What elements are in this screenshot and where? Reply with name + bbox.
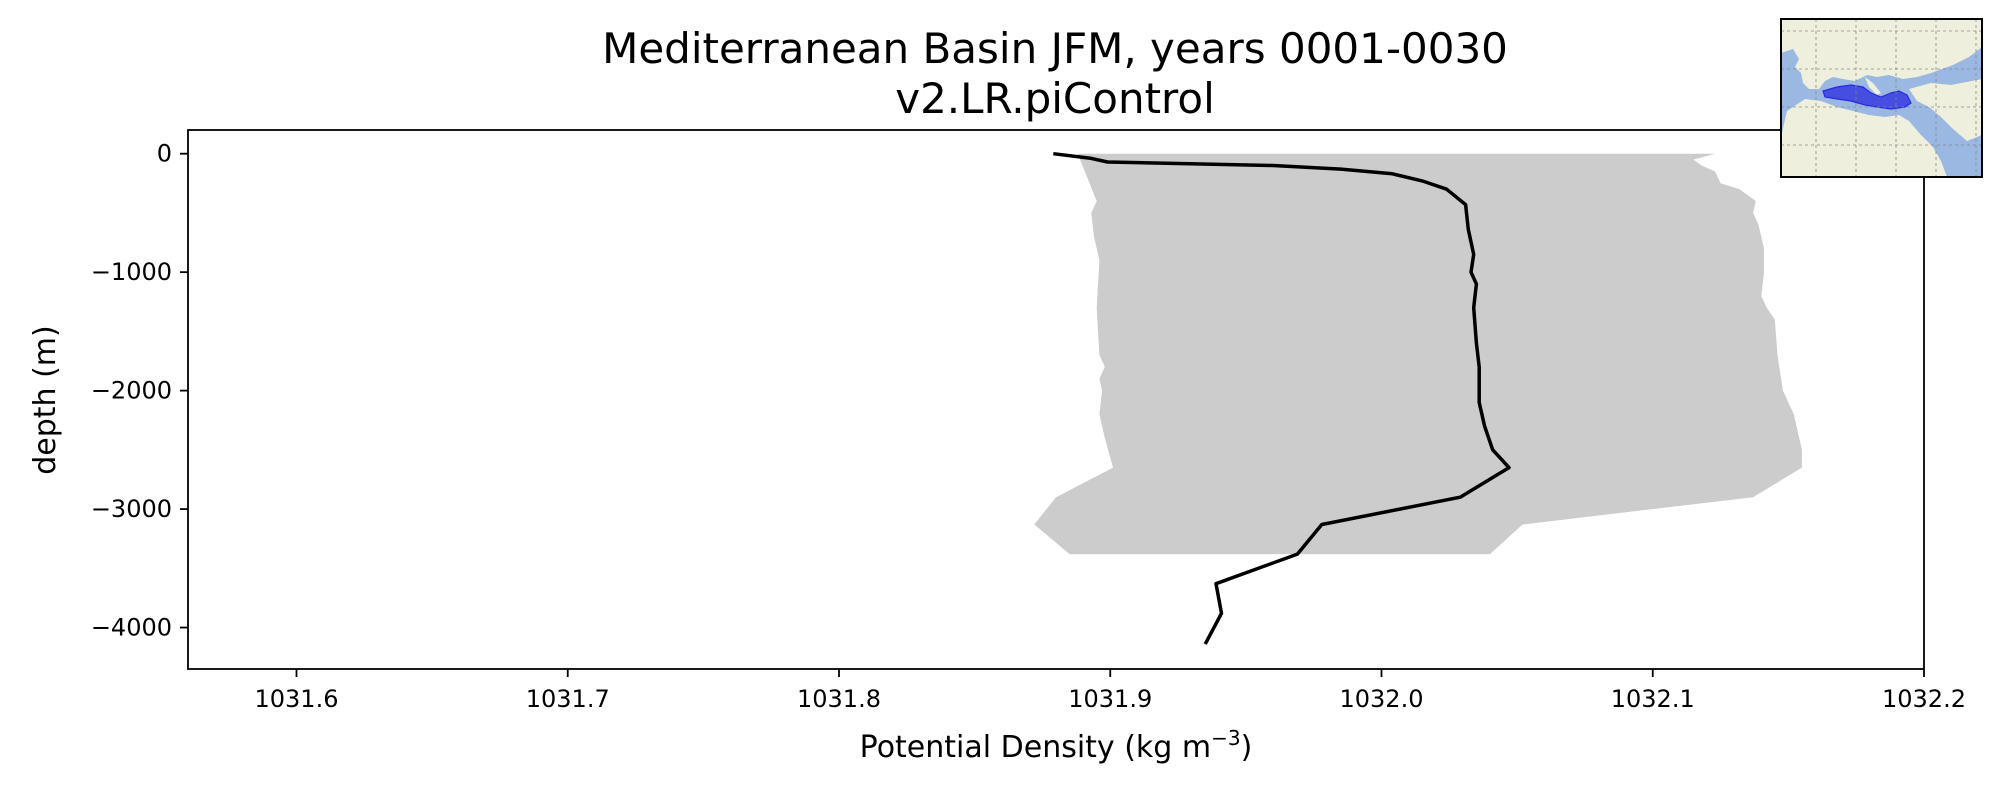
x-axis: 1031.6 1031.7 1031.8 1031.9 1032.0 1032.1 1032… <box>255 669 1966 713</box>
chart-subtitle: v2.LR.piControl <box>895 74 1215 123</box>
x-axis-label-main: Potential Density (kg m <box>860 730 1211 765</box>
x-axis-label-exponent: −3 <box>1211 726 1240 750</box>
map-gridlines <box>1781 19 1982 177</box>
y-axis: 0 −1000 −2000 −3000 −4000 <box>91 140 188 642</box>
y-tick-label: −2000 <box>91 377 172 405</box>
x-tick-label: 1032.0 <box>1340 685 1424 713</box>
x-axis-label-end: ) <box>1241 730 1253 765</box>
map-land-africa <box>1781 99 1947 177</box>
plot-frame <box>187 129 1925 670</box>
y-tick-label: −1000 <box>91 258 172 286</box>
map-land-italy <box>1865 77 1881 95</box>
x-tick-label: 1031.6 <box>255 685 339 713</box>
y-axis-label: depth (m) <box>28 325 63 475</box>
map-land-europe <box>1781 19 1982 89</box>
x-tick-label: 1031.8 <box>797 685 881 713</box>
y-tick-label: −3000 <box>91 495 172 523</box>
inset-map <box>1780 18 1983 178</box>
mediterranean-region <box>1822 84 1912 110</box>
x-axis-label: Potential Density (kg m−3) <box>860 726 1253 765</box>
x-tick-label: 1031.7 <box>526 685 610 713</box>
y-tick-label: −4000 <box>91 614 172 642</box>
map-land-middle-east <box>1909 79 1982 141</box>
y-tick-label: 0 <box>157 140 172 168</box>
density-range-band <box>269 153 1802 555</box>
x-tick-label: 1032.1 <box>1611 685 1695 713</box>
inset-map-frame <box>1780 18 1983 178</box>
plot-area <box>187 129 1925 670</box>
chart-title: Mediterranean Basin JFM, years 0001-0030 <box>602 24 1508 73</box>
mean-density-line <box>1053 151 1511 645</box>
x-tick-label: 1031.9 <box>1068 685 1152 713</box>
x-tick-label: 1032.2 <box>1882 685 1966 713</box>
